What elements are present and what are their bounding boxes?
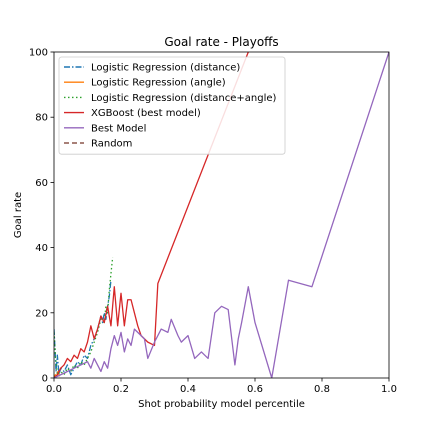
legend-label: Random [91, 139, 132, 150]
x-tick-label: 0.2 [113, 384, 129, 395]
x-tick-label: 0.8 [314, 384, 330, 395]
x-axis-title: Shot probability model percentile [138, 399, 305, 410]
legend-label: Logistic Regression (angle) [91, 78, 226, 89]
y-axis-title: Goal rate [13, 192, 24, 238]
y-tick-label: 40 [35, 243, 48, 254]
series-line-3 [54, 52, 249, 378]
x-tick-label: 0.0 [46, 384, 62, 395]
legend-label: Logistic Regression (distance) [91, 63, 240, 74]
y-tick-label: 60 [35, 178, 48, 189]
legend-label: Best Model [91, 123, 146, 134]
x-tick-label: 0.4 [180, 384, 196, 395]
series-line-4 [54, 52, 389, 378]
y-tick-label: 100 [29, 48, 48, 59]
x-tick-label: 0.6 [247, 384, 263, 395]
chart-title: Goal rate - Playoffs [164, 35, 278, 49]
y-tick-label: 0 [42, 374, 48, 385]
x-tick-label: 1.0 [381, 384, 397, 395]
plot-lines [54, 52, 389, 378]
legend: Logistic Regression (distance) Logistic R… [58, 56, 286, 155]
y-tick-label: 80 [35, 113, 48, 124]
y-axis-ticks: 0 20 40 60 80 100 [29, 48, 54, 385]
legend-label: Logistic Regression (distance+angle) [91, 93, 276, 104]
x-axis-ticks: 0.0 0.2 0.4 0.6 0.8 1.0 [46, 378, 397, 395]
y-tick-label: 20 [35, 308, 48, 319]
plot-frame [53, 51, 390, 379]
legend-label: XGBoost (best model) [91, 108, 201, 119]
series-line-0 [54, 280, 112, 376]
legend-box [58, 56, 286, 155]
